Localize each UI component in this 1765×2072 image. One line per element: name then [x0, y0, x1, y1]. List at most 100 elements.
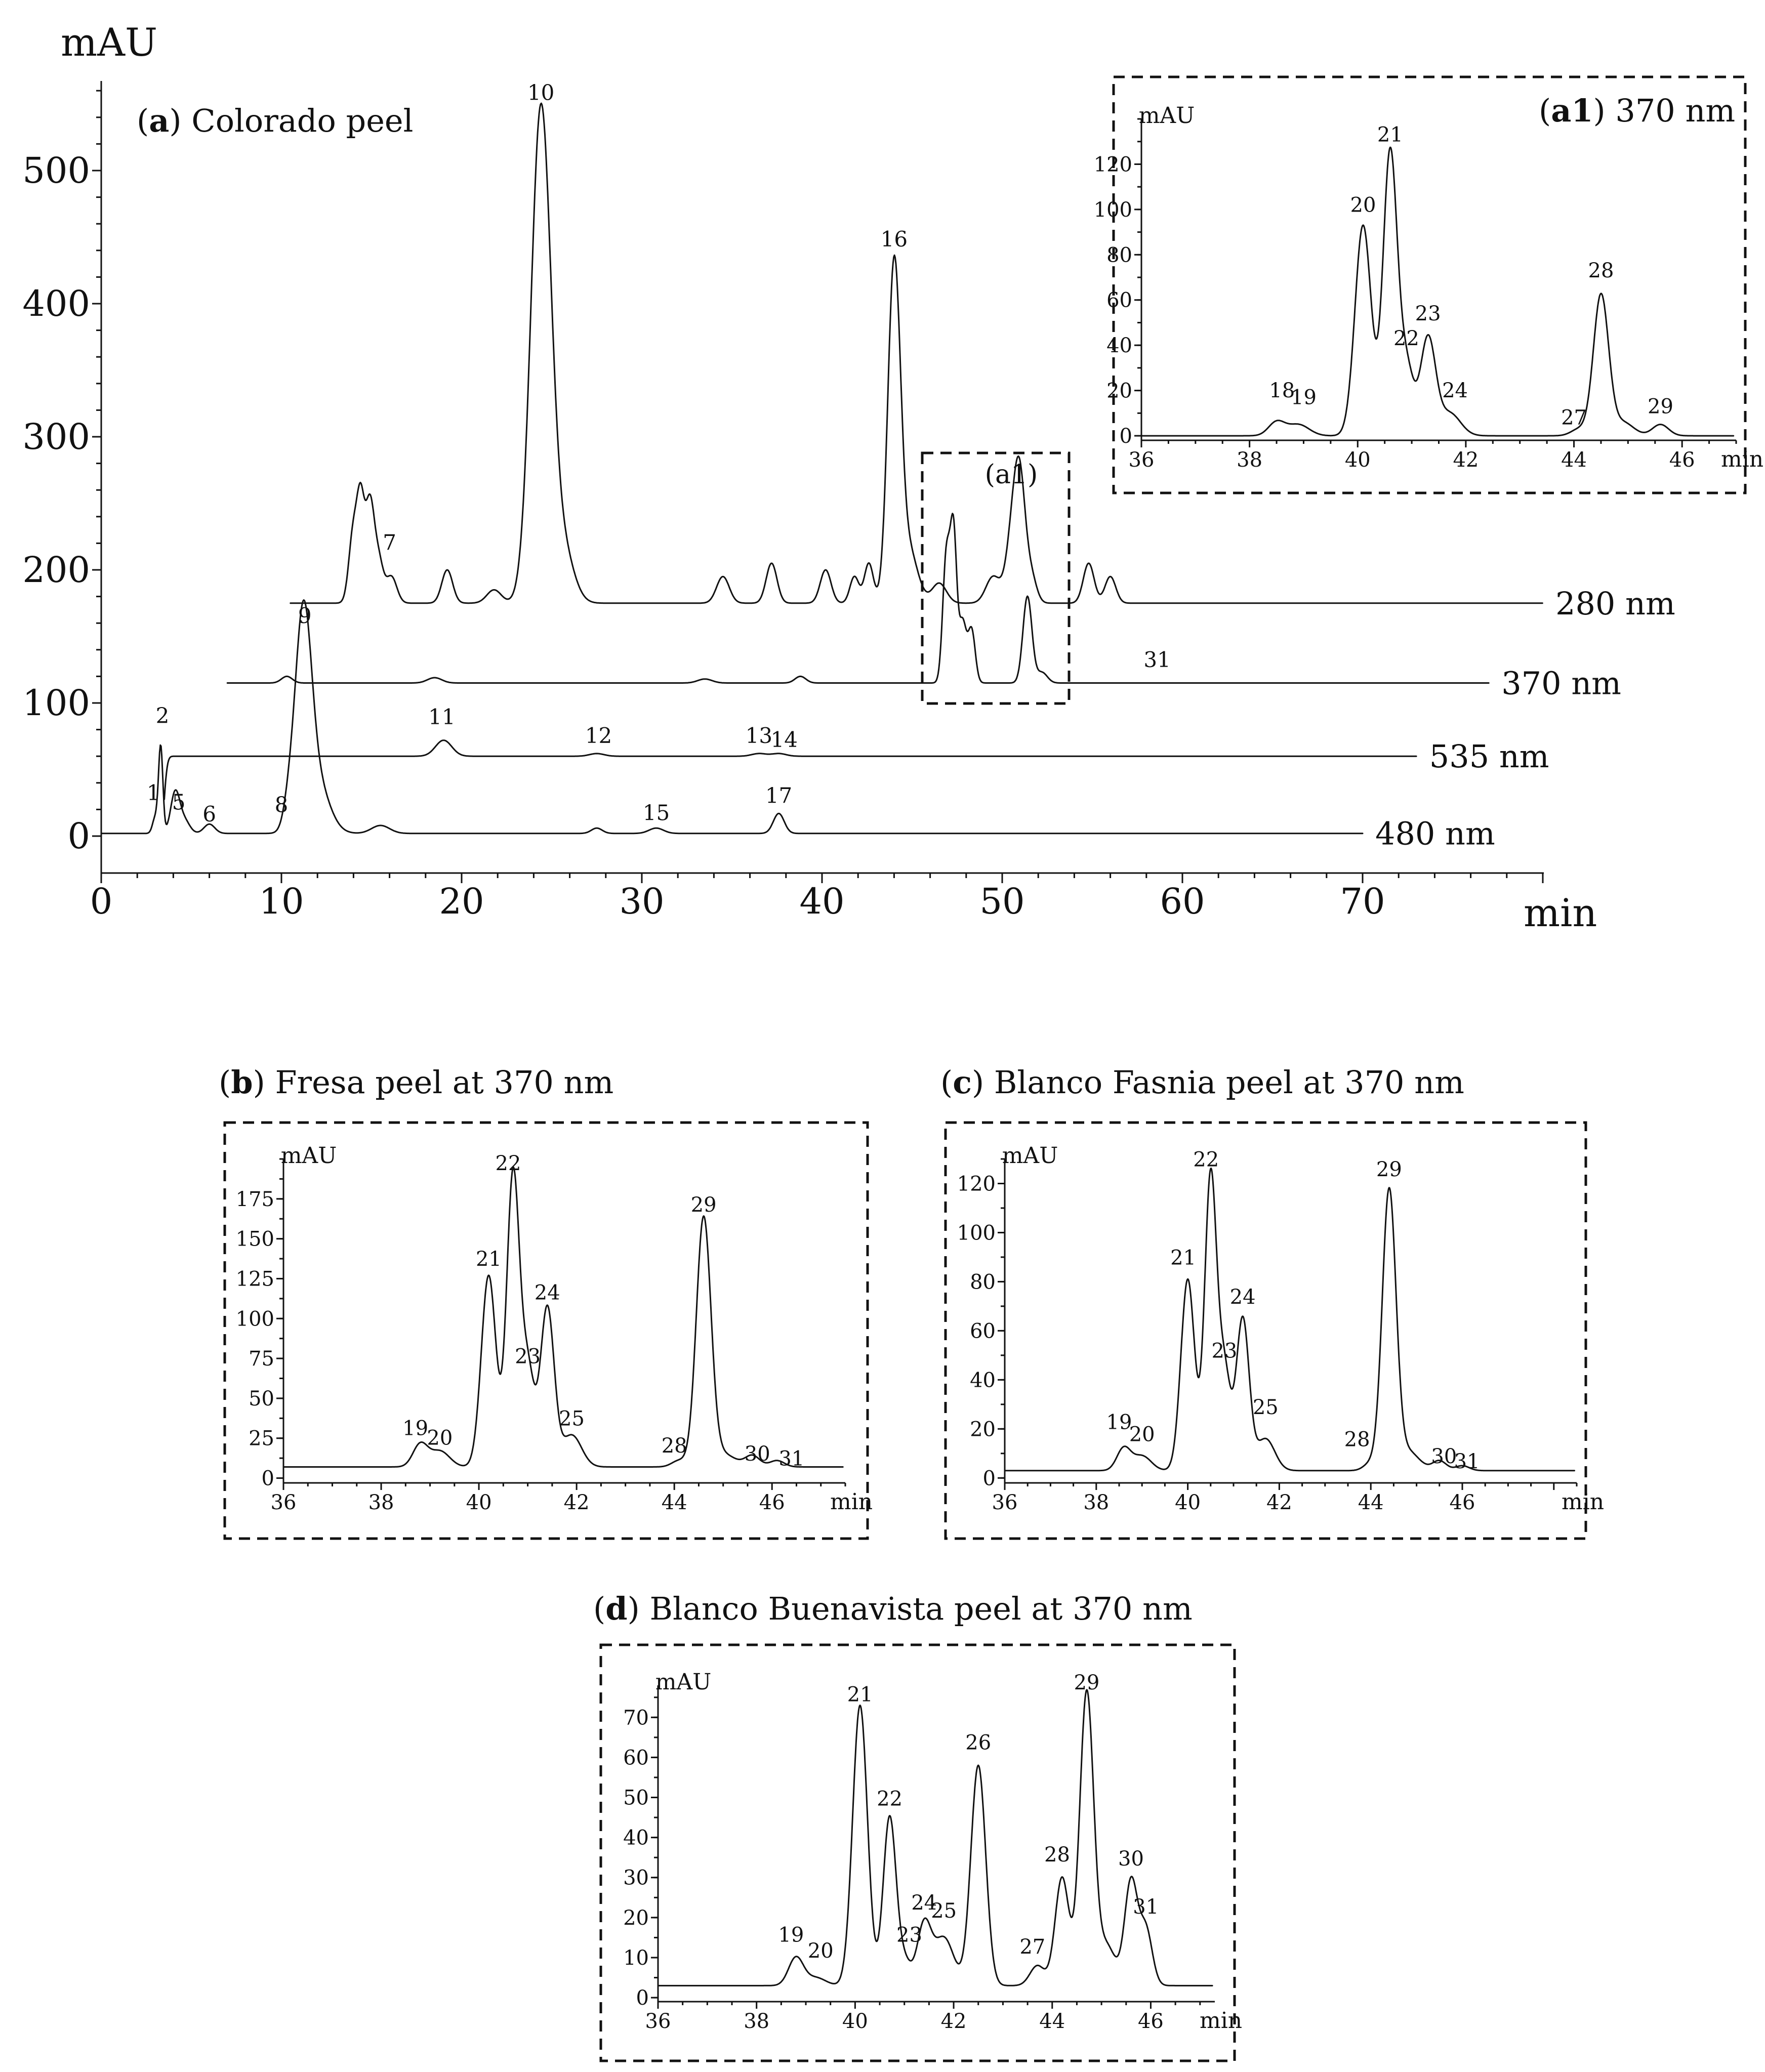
y-axis-label: mAU — [61, 20, 157, 65]
y-axis-label: mAU — [655, 1669, 712, 1695]
panel-frame — [223, 1121, 869, 1540]
x-tick-label: 44 — [662, 1491, 687, 1514]
panel-title: (b) Fresa peel at 370 nm — [219, 1064, 613, 1101]
peak-label: 14 — [771, 727, 798, 752]
x-tick-label: 38 — [1083, 1491, 1109, 1514]
x-tick-label: 10 — [259, 881, 304, 922]
y-tick-label: 50 — [249, 1387, 274, 1411]
peak-label: 27 — [1019, 1935, 1045, 1959]
peak-label: 31 — [1454, 1450, 1480, 1473]
panel-c: (c) Blanco Fasnia peel at 370 nm 0 20 40 60 8… — [940, 1064, 1604, 1540]
panel-a1: (a1) 370 nm 0 20 40 60 80 100 120 36 38 40 42 44 46 mA… — [1094, 75, 1763, 494]
y-tick-label: 70 — [623, 1706, 649, 1729]
x-tick-label: 36 — [992, 1491, 1018, 1514]
y-axis-label: mAU — [1139, 103, 1195, 129]
x-tick-label: 0 — [90, 881, 113, 922]
x-tick-label: 40 — [1175, 1491, 1201, 1514]
peak-label: 29 — [691, 1193, 717, 1217]
peak-label: 20 — [427, 1426, 453, 1449]
peak-label: 19 — [1106, 1411, 1132, 1434]
peak-label: 31 — [778, 1447, 804, 1470]
peak-label: 15 — [643, 800, 670, 825]
panel-title: (c) Blanco Fasnia peel at 370 nm — [940, 1064, 1464, 1101]
y-tick-label: 0 — [67, 815, 90, 857]
peak-label: 22 — [877, 1787, 902, 1810]
x-tick-label: 44 — [1561, 448, 1587, 472]
x-tick-label: 50 — [979, 881, 1024, 922]
y-tick-label: 150 — [236, 1228, 274, 1251]
y-tick-label: 60 — [970, 1319, 996, 1343]
peak-label: 29 — [1074, 1671, 1099, 1694]
peak-label: 12 — [585, 723, 612, 748]
peak-label: 27 — [1561, 406, 1587, 430]
trace-480-nm — [100, 599, 1364, 835]
peak-label: 21 — [847, 1683, 873, 1707]
y-tick-label: 80 — [1106, 243, 1132, 267]
y-tick-label: 80 — [970, 1270, 996, 1294]
trace-label: 370 nm — [1501, 665, 1621, 702]
peak-label: 17 — [765, 783, 792, 808]
x-tick-label: 46 — [1450, 1491, 1475, 1514]
x-tick-label: 38 — [744, 2010, 769, 2033]
peak-label: 19 — [1291, 386, 1317, 409]
x-axis-label: min — [1200, 2008, 1242, 2034]
x-tick-label: 44 — [1358, 1491, 1384, 1514]
peak-label: 28 — [1344, 1428, 1370, 1451]
peak-label: 22 — [1193, 1148, 1219, 1172]
peak-label: 10 — [527, 80, 554, 105]
peak-label: 28 — [1044, 1843, 1070, 1867]
y-tick-label: 50 — [623, 1787, 649, 1810]
peak-label: 30 — [1118, 1847, 1144, 1871]
trace — [282, 1166, 844, 1468]
peak-label: 31 — [1133, 1895, 1159, 1919]
x-tick-label: 36 — [1129, 448, 1155, 472]
peak-label: 26 — [965, 1731, 991, 1755]
x-tick-label: 42 — [564, 1491, 590, 1514]
x-tick-label: 60 — [1160, 881, 1205, 922]
peak-label: 16 — [881, 227, 908, 252]
panel-frame — [599, 1643, 1236, 2062]
peak-label: 23 — [1211, 1340, 1237, 1363]
y-tick-label: 10 — [623, 1946, 649, 1970]
x-tick-label: 70 — [1340, 881, 1385, 922]
peak-label: 31 — [1143, 647, 1170, 672]
peak-label: 20 — [1350, 193, 1376, 217]
peak-label: 28 — [1588, 259, 1614, 282]
y-tick-label: 25 — [249, 1427, 274, 1451]
x-tick-label: 40 — [1345, 448, 1371, 472]
peak-label: 30 — [1431, 1445, 1457, 1468]
y-tick-label: 0 — [636, 1986, 649, 2010]
x-tick-label: 40 — [842, 2010, 868, 2033]
peak-label: 9 — [298, 603, 312, 628]
peak-label: 21 — [1377, 123, 1403, 147]
x-axis-label: min — [1721, 446, 1763, 472]
x-tick-label: 44 — [1039, 2010, 1065, 2033]
peak-label: 29 — [1376, 1158, 1402, 1181]
y-tick-label: 175 — [236, 1188, 274, 1211]
y-tick-label: 100 — [957, 1221, 996, 1245]
y-tick-label: 20 — [970, 1418, 996, 1441]
y-tick-label: 100 — [22, 682, 90, 724]
panel-d: (d) Blanco Buenavista peel at 370 nm 0 10 2… — [593, 1590, 1242, 2062]
y-tick-label: 40 — [1106, 334, 1132, 357]
peak-label: 29 — [1648, 395, 1673, 418]
peak-label: 8 — [275, 793, 289, 817]
y-tick-label: 0 — [1120, 425, 1132, 448]
peak-label: 21 — [1170, 1246, 1196, 1269]
panel-frame — [1112, 75, 1747, 494]
y-tick-label: 500 — [22, 150, 90, 191]
peak-label: 23 — [896, 1923, 922, 1946]
y-tick-label: 200 — [22, 549, 90, 591]
y-tick-label: 60 — [1106, 289, 1132, 312]
x-tick-label: 46 — [1138, 2010, 1164, 2033]
peak-label: 23 — [515, 1345, 541, 1369]
y-tick-label: 40 — [970, 1369, 996, 1392]
y-tick-label: 30 — [623, 1867, 649, 1890]
trace — [657, 1689, 1213, 1986]
x-tick-label: 36 — [645, 2010, 671, 2033]
trace — [1004, 1167, 1575, 1472]
x-axis-label: min — [1562, 1489, 1604, 1515]
panel-frame — [944, 1121, 1587, 1540]
peak-label: 7 — [383, 530, 396, 555]
